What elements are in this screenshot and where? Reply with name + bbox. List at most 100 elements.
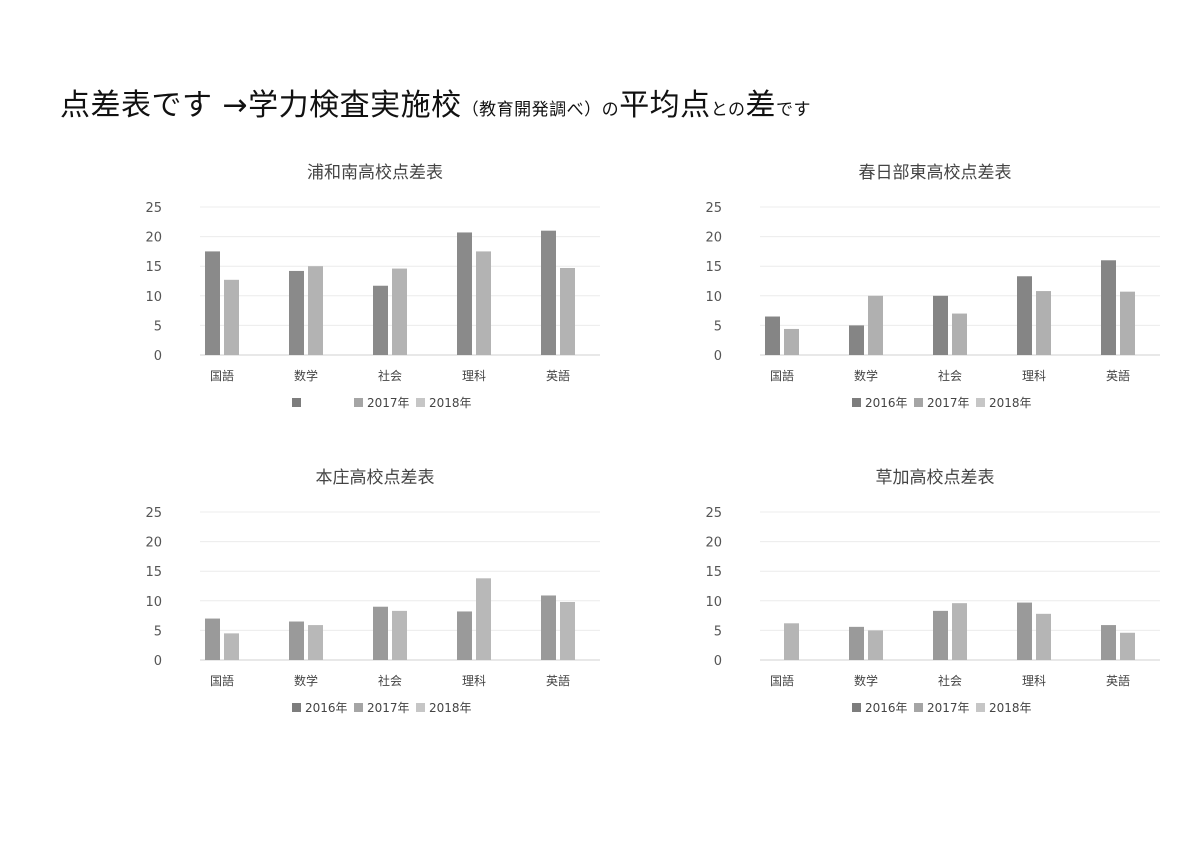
bar <box>933 295 948 355</box>
page-title: 点差表です →学力検査実施校（教育開発調べ）の平均点との差です <box>60 80 811 124</box>
x-tick-label: 社会 <box>938 673 962 688</box>
bar <box>952 603 967 660</box>
x-tick-label: 数学 <box>294 673 318 688</box>
legend-label: 2016年 <box>305 701 348 715</box>
y-tick-label: 10 <box>145 290 162 305</box>
x-tick-label: 社会 <box>938 368 962 383</box>
y-tick-label: 25 <box>145 201 162 216</box>
bar <box>868 630 883 660</box>
title-connector: との <box>710 100 746 120</box>
legend-label: 2018年 <box>429 701 472 715</box>
bar <box>373 285 388 355</box>
legend-swatch <box>416 398 425 407</box>
bar <box>289 270 304 355</box>
y-tick-label: 5 <box>714 624 722 639</box>
title-ending: です <box>776 100 812 120</box>
legend-swatch <box>354 703 363 712</box>
legend-label: 2017年 <box>927 396 970 410</box>
legend-label: 2016年 <box>865 701 908 715</box>
bar <box>289 621 304 660</box>
bar <box>205 251 220 355</box>
bar <box>849 626 864 660</box>
x-tick-label: 国語 <box>770 368 794 383</box>
chart-honjo: 本庄高校点差表 0 5 10 15 20 25 国語 数学 社会 理科 英語 2016年 2017年 201… <box>145 468 600 715</box>
bar <box>784 623 799 660</box>
chart-title: 浦和南高校点差表 <box>307 163 443 183</box>
y-tick-label: 5 <box>154 624 162 639</box>
legend-label: 2018年 <box>429 396 472 410</box>
chart-urawa-minami: 浦和南高校点差表 0 5 10 15 20 25 国語 数学 社会 理科 英語 2017年 2018年 <box>145 163 600 410</box>
y-tick-label: 15 <box>705 260 722 275</box>
legend-swatch <box>976 398 985 407</box>
y-tick-label: 5 <box>154 319 162 334</box>
x-tick-label: 英語 <box>546 368 570 383</box>
chart-title: 本庄高校点差表 <box>316 468 435 488</box>
chart-soka: 草加高校点差表 0 5 10 15 20 25 国語 数学 社会 理科 英語 2016年 2017年 201… <box>705 468 1160 715</box>
y-tick-label: 0 <box>154 654 162 669</box>
y-tick-label: 25 <box>705 201 722 216</box>
legend-swatch <box>416 703 425 712</box>
bar <box>392 610 407 660</box>
y-tick-label: 0 <box>714 654 722 669</box>
x-tick-label: 理科 <box>462 369 486 383</box>
x-tick-label: 社会 <box>378 673 402 688</box>
legend-swatch <box>976 703 985 712</box>
y-tick-label: 20 <box>145 231 162 246</box>
bar <box>476 578 491 660</box>
bar <box>457 611 472 660</box>
y-tick-label: 10 <box>705 595 722 610</box>
x-tick-label: 数学 <box>294 368 318 383</box>
y-tick-label: 0 <box>154 349 162 364</box>
x-tick-label: 国語 <box>770 673 794 688</box>
y-tick-label: 0 <box>714 349 722 364</box>
bar <box>765 316 780 355</box>
y-tick-label: 10 <box>145 595 162 610</box>
y-tick-label: 20 <box>705 536 722 551</box>
x-tick-label: 社会 <box>378 368 402 383</box>
bar <box>205 618 220 660</box>
y-tick-label: 15 <box>145 260 162 275</box>
y-tick-label: 15 <box>705 565 722 580</box>
legend-label: 2016年 <box>865 396 908 410</box>
legend-swatch <box>292 703 301 712</box>
bar <box>1120 632 1135 660</box>
y-tick-label: 20 <box>145 536 162 551</box>
bar <box>784 328 799 355</box>
bar <box>476 251 491 355</box>
legend-swatch <box>914 703 923 712</box>
bar <box>1017 602 1032 660</box>
bar <box>560 267 575 355</box>
title-diff: 差 <box>745 88 777 123</box>
bar <box>933 610 948 660</box>
bar <box>849 325 864 355</box>
legend-swatch <box>914 398 923 407</box>
x-tick-label: 数学 <box>854 368 878 383</box>
x-tick-label: 英語 <box>1106 368 1130 383</box>
bar <box>541 230 556 355</box>
bar <box>308 266 323 355</box>
legend-swatch <box>354 398 363 407</box>
y-tick-label: 20 <box>705 231 722 246</box>
y-tick-label: 15 <box>145 565 162 580</box>
bar <box>1036 291 1051 355</box>
legend-label: 2017年 <box>927 701 970 715</box>
x-tick-label: 理科 <box>1022 674 1046 688</box>
bar <box>224 279 239 355</box>
bar <box>1101 260 1116 355</box>
bar <box>952 313 967 355</box>
bar <box>373 606 388 660</box>
x-tick-label: 数学 <box>854 673 878 688</box>
bar <box>457 232 472 355</box>
chart-title: 草加高校点差表 <box>876 468 995 488</box>
legend-label: 2018年 <box>989 701 1032 715</box>
legend-swatch <box>292 398 301 407</box>
title-main: 点差表です →学力検査実施校 <box>60 88 462 123</box>
title-source-note: （教育開発調べ）の <box>461 100 620 120</box>
bar <box>392 268 407 355</box>
x-tick-label: 英語 <box>546 673 570 688</box>
bar <box>868 295 883 355</box>
legend-label: 2017年 <box>367 701 410 715</box>
y-tick-label: 25 <box>145 506 162 521</box>
legend-label: 2018年 <box>989 396 1032 410</box>
legend-swatch <box>852 398 861 407</box>
